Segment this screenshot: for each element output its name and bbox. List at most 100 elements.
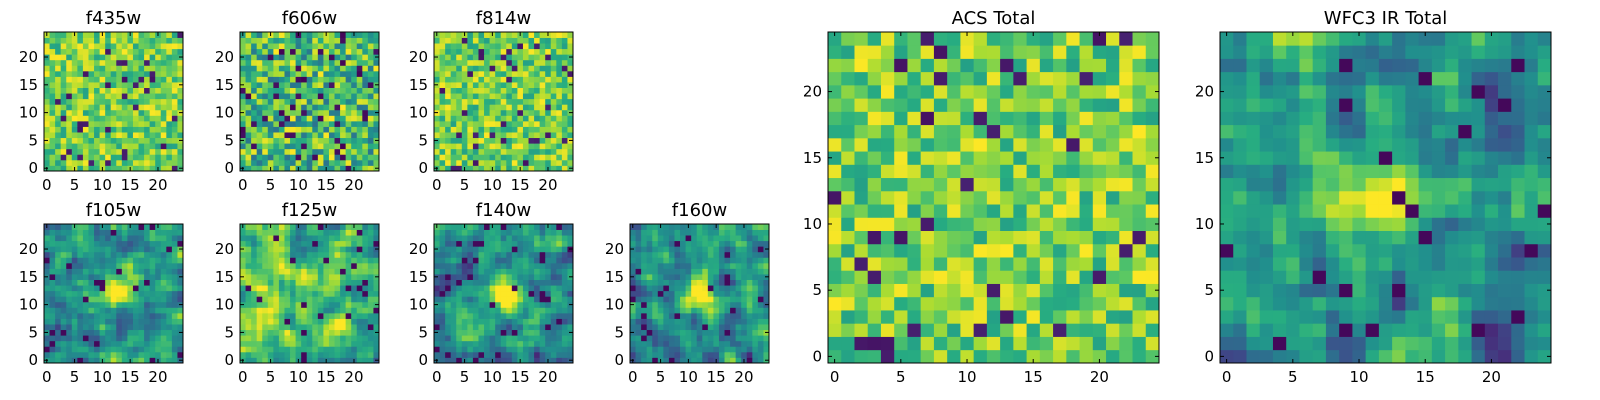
heatmap-cell — [484, 137, 490, 144]
heatmap-cell — [334, 120, 341, 127]
heatmap-cell — [306, 290, 313, 297]
heatmap-cell — [245, 301, 252, 308]
heatmap-cell — [854, 323, 869, 337]
heatmap-cell — [528, 115, 535, 122]
heatmap-cell — [155, 268, 162, 275]
heatmap-cell — [550, 104, 557, 111]
heatmap-cell — [668, 262, 675, 269]
heatmap-cell — [539, 307, 546, 314]
heatmap-cell — [522, 165, 529, 172]
heatmap-cell — [534, 120, 541, 127]
heatmap-cell — [500, 318, 507, 325]
heatmap-cell — [138, 229, 145, 236]
heatmap-cell — [149, 279, 156, 286]
heatmap-cell — [641, 268, 648, 275]
heatmap-cell — [1132, 283, 1147, 298]
heatmap-cell — [495, 148, 502, 155]
heatmap-cell — [641, 279, 648, 286]
heatmap-cell — [680, 229, 686, 236]
heatmap-cell — [144, 257, 151, 264]
heatmap-cell — [1000, 349, 1014, 364]
heatmap-cell — [556, 76, 563, 83]
heatmap-cell — [674, 290, 681, 297]
heatmap-cell — [356, 351, 363, 358]
heatmap-cell — [49, 312, 56, 319]
heatmap-cell — [757, 229, 764, 236]
heatmap-cell — [77, 224, 84, 230]
heatmap-cell — [445, 229, 452, 236]
heatmap-cell — [251, 82, 258, 88]
heatmap-cell — [828, 323, 842, 337]
heatmap-cell — [110, 257, 117, 264]
heatmap-cell — [284, 224, 291, 230]
heatmap-cell — [256, 54, 263, 61]
heatmap-cell — [467, 246, 474, 253]
heatmap-cell — [561, 329, 568, 336]
heatmap-cell — [240, 87, 246, 94]
heatmap-cell — [256, 235, 263, 242]
heatmap-cell — [478, 48, 485, 55]
heatmap-cell — [500, 82, 507, 88]
heatmap-cell — [545, 324, 552, 331]
heatmap-cell — [373, 87, 380, 94]
heatmap-cell — [71, 159, 78, 166]
heatmap-cell — [489, 335, 496, 342]
heatmap-cell — [635, 290, 642, 297]
heatmap-cell — [121, 274, 128, 280]
heatmap-cell — [894, 190, 908, 205]
heatmap-cell — [105, 143, 112, 150]
heatmap-cell — [367, 340, 374, 347]
heatmap-cell — [450, 37, 457, 44]
heatmap-cell — [439, 120, 446, 127]
heatmap-cell — [77, 335, 84, 342]
heatmap-cell — [539, 301, 546, 308]
heatmap-cell — [434, 115, 440, 122]
heatmap-cell — [262, 318, 269, 325]
heatmap-cell — [240, 132, 246, 139]
heatmap-cell — [1013, 310, 1027, 324]
heatmap-cell — [166, 251, 173, 258]
heatmap-cell — [495, 285, 502, 292]
heatmap-cell — [534, 65, 541, 72]
heatmap-cell — [741, 246, 748, 253]
heatmap-cell — [82, 307, 89, 314]
heatmap-cell — [495, 346, 502, 353]
heatmap-cells — [240, 224, 380, 364]
heatmap-cell — [691, 257, 698, 264]
heatmap-cell — [630, 262, 636, 269]
heatmap-cell — [278, 126, 285, 133]
heatmap-cell — [641, 229, 648, 236]
x-tick-label: 15 — [121, 176, 140, 194]
heatmap-cell — [251, 246, 258, 253]
heatmap-cell — [1013, 164, 1027, 179]
heatmap-cell — [323, 137, 330, 144]
heatmap-cell — [735, 274, 742, 280]
heatmap-cell — [561, 257, 568, 264]
heatmap-cell — [567, 87, 574, 94]
heatmap-cell — [567, 70, 574, 77]
heatmap-cell — [691, 240, 698, 247]
heatmap-cell — [251, 251, 258, 258]
heatmap-cell — [127, 87, 134, 94]
heatmap-cell — [362, 246, 369, 253]
heatmap-cell — [534, 235, 541, 242]
heatmap-cell — [77, 132, 84, 139]
heatmap-cell — [267, 268, 274, 275]
heatmap-cell — [556, 335, 563, 342]
heatmap-cell — [657, 329, 664, 336]
heatmap-cell — [345, 104, 352, 111]
heatmap-cell — [674, 318, 681, 325]
heatmap-cell — [278, 98, 285, 105]
heatmap-cell — [55, 224, 62, 230]
heatmap-cell — [284, 301, 291, 308]
heatmap-cell — [702, 229, 709, 236]
heatmap-cell — [110, 82, 117, 88]
heatmap-cell — [328, 93, 335, 100]
heatmap-cell — [328, 132, 335, 139]
heatmap-cell — [345, 262, 352, 269]
heatmap-cell — [301, 240, 308, 247]
heatmap-cell — [947, 336, 961, 351]
heatmap-cell — [334, 32, 341, 38]
heatmap-cell — [561, 301, 568, 308]
heatmap-cell — [652, 262, 659, 269]
